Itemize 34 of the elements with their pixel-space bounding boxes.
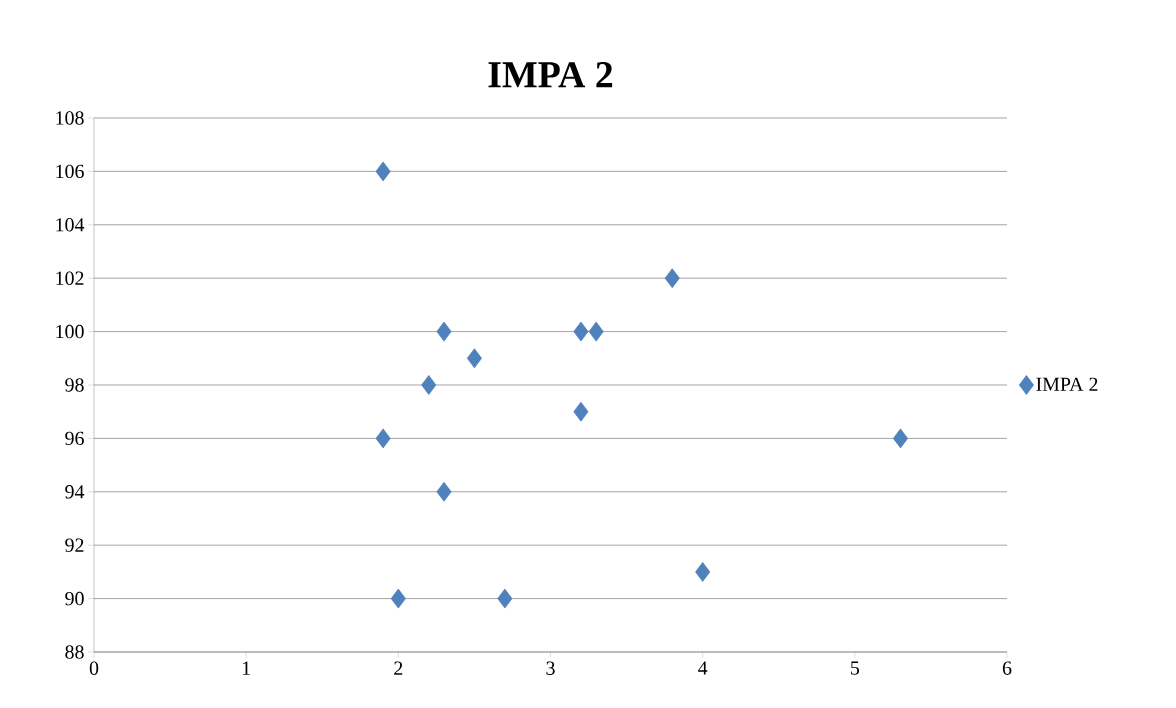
y-tick-label: 92 (65, 538, 84, 552)
y-tick-label: 104 (56, 218, 85, 232)
y-tick-label: 94 (65, 485, 85, 499)
y-tick-label: 96 (65, 431, 84, 446)
point (664, 268, 680, 289)
legend-label: IMPA 2 (1036, 377, 1098, 391)
point (695, 561, 711, 582)
point (436, 321, 452, 342)
point (497, 588, 513, 609)
y-tick-label: 108 (56, 111, 84, 125)
y-tick-label: 98 (65, 378, 84, 392)
point (375, 428, 391, 449)
x-tick-label: 0 (89, 661, 99, 675)
point (466, 348, 482, 369)
point (573, 401, 589, 422)
y-tick-label: 100 (56, 324, 84, 339)
x-tick-label: 5 (851, 661, 860, 675)
y-tick-label: 106 (56, 164, 84, 179)
x-tick-label: 3 (546, 661, 555, 675)
point (436, 481, 452, 502)
x-tick-label: 1 (242, 661, 250, 675)
point (892, 428, 909, 449)
x-tick-label: 2 (394, 661, 403, 675)
point (375, 161, 391, 182)
chart-title: IMPA 2 (488, 62, 613, 88)
point (421, 375, 437, 395)
y-tick-label: 90 (65, 591, 84, 606)
y-tick-label: 102 (56, 271, 84, 285)
point (588, 321, 604, 342)
y-tick-label: 88 (65, 645, 84, 659)
point (390, 588, 406, 609)
point (573, 321, 589, 342)
x-tick-label: 4 (698, 661, 708, 675)
x-tick-label: 6 (1002, 661, 1012, 675)
